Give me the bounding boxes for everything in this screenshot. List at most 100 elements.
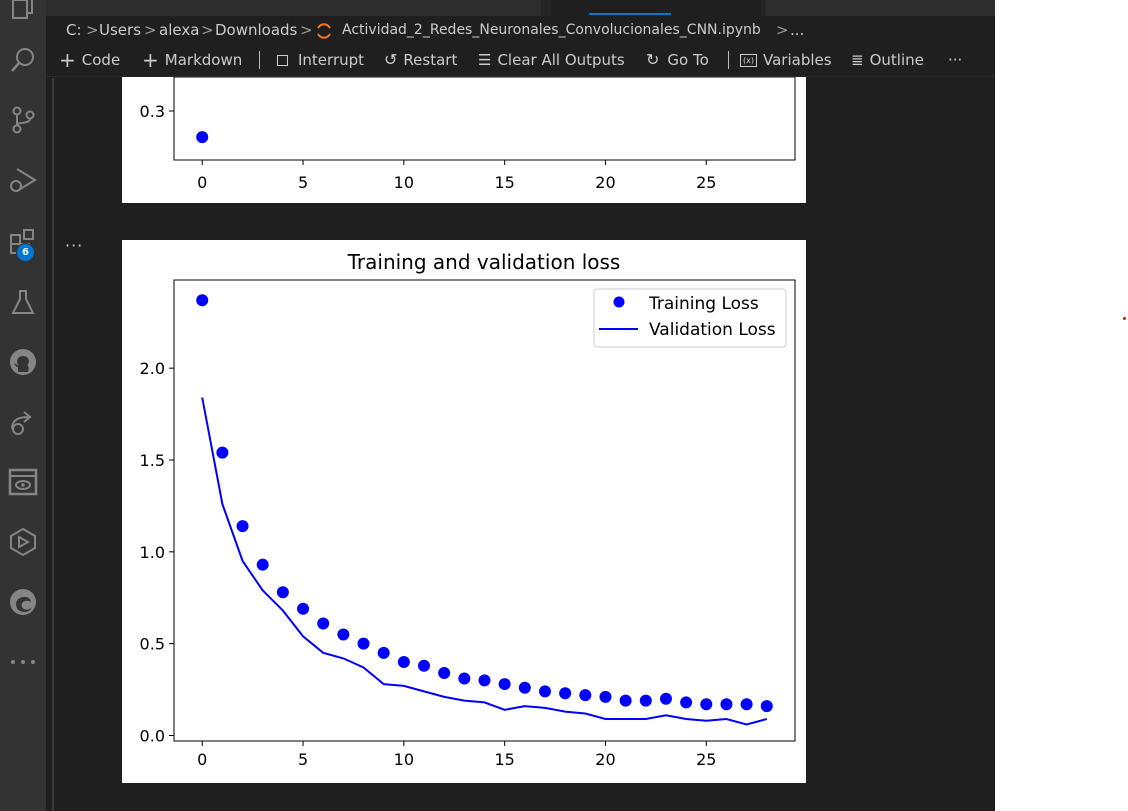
toolbar-separator (259, 51, 260, 69)
legend-box (593, 288, 787, 348)
training-loss-point (700, 698, 713, 711)
search-icon[interactable] (0, 38, 46, 82)
breadcrumb-item-file[interactable]: Actividad_2_Redes_Neuronales_Convolucion… (342, 22, 761, 38)
interrupt-button[interactable]: Interrupt (277, 44, 364, 76)
cell-more-actions-button[interactable]: ··· (65, 236, 84, 255)
training-loss-point (538, 685, 551, 698)
tab-3[interactable] (766, 0, 995, 16)
breadcrumb-item-user[interactable]: alexa (159, 21, 200, 39)
y-tick-label: 0.0 (140, 726, 165, 745)
training-loss-point (418, 659, 431, 672)
variables-label: Variables (763, 51, 832, 69)
breadcrumb-item-downloads[interactable]: Downloads (215, 21, 298, 39)
x-tick-label: 5 (298, 750, 308, 769)
run-debug-icon[interactable] (0, 158, 46, 202)
x-tick-label: 10 (394, 173, 414, 192)
training-loss-point (760, 700, 773, 713)
restart-label: Restart (403, 51, 458, 69)
training-loss-point (639, 694, 652, 707)
clear-outputs-button[interactable]: ☰ Clear All Outputs (478, 44, 625, 76)
data-point (196, 131, 209, 144)
active-tab-indicator (589, 13, 671, 15)
x-tick-label: 0 (197, 750, 207, 769)
training-loss-point (599, 690, 612, 703)
go-to-label: Go To (667, 51, 709, 69)
training-loss-point (680, 696, 693, 709)
github-icon[interactable] (0, 340, 46, 384)
outline-button[interactable]: ≣ Outline (851, 44, 924, 76)
training-loss-point (740, 698, 753, 711)
x-tick-label: 0 (197, 173, 207, 192)
stop-icon (277, 54, 288, 66)
restart-button[interactable]: ↺ Restart (384, 44, 457, 76)
x-tick-label: 15 (494, 173, 514, 192)
toolbar-separator (728, 51, 729, 69)
breadcrumb-separator: > (86, 21, 99, 39)
training-loss-point (397, 656, 410, 669)
more-actions-button[interactable]: ··· (948, 51, 963, 69)
training-loss-point (559, 687, 572, 700)
breadcrumb-item-more[interactable]: ... (790, 21, 805, 39)
chart-title: Training and validation loss (347, 250, 621, 274)
add-markdown-button[interactable]: + Markdown (142, 44, 242, 76)
training-loss-point (720, 698, 733, 711)
breadcrumb-item-drive[interactable]: C: (66, 21, 82, 39)
restart-icon: ↺ (384, 50, 398, 69)
y-tick-label: 0.3 (140, 102, 165, 121)
legend-label-training: Training Loss (648, 294, 759, 314)
breadcrumb-item-users[interactable]: Users (99, 21, 142, 39)
source-control-icon[interactable] (0, 98, 46, 142)
notebook-icon[interactable] (0, 460, 46, 504)
testing-icon[interactable] (0, 280, 46, 324)
tab-active[interactable] (551, 0, 761, 16)
notebook-toolbar: + Code + Markdown Interrupt ↺ Restart ☰ … (46, 44, 995, 77)
training-loss-point (236, 520, 249, 533)
training-loss-point (458, 672, 471, 685)
training-loss-point (317, 617, 330, 630)
x-tick-label: 25 (696, 750, 716, 769)
tab-strip (46, 0, 995, 16)
edge-icon[interactable] (0, 580, 46, 624)
activity-bar: 6 (0, 0, 46, 811)
training-loss-point (518, 681, 531, 694)
breadcrumb-separator: > (144, 21, 157, 39)
variables-icon: (x) (740, 53, 757, 67)
chart-output-partial: 0 5 10 15 20 25 0.3 (122, 76, 806, 203)
explorer-icon[interactable] (0, 0, 46, 30)
tab-1[interactable] (46, 0, 541, 16)
add-code-label: Code (81, 51, 121, 69)
stray-dot (1123, 317, 1126, 320)
training-loss-point (276, 586, 289, 599)
legend: Training Loss Validation Loss (593, 288, 787, 348)
breadcrumb-separator: > (776, 21, 789, 39)
training-loss-point (438, 667, 451, 680)
training-loss-point (196, 294, 209, 307)
y-tick-label: 2.0 (140, 359, 165, 378)
remote-icon[interactable] (0, 400, 46, 444)
plot-frame (173, 76, 796, 161)
background-area (995, 0, 1128, 811)
add-markdown-label: Markdown (164, 51, 243, 69)
training-loss-point (619, 694, 632, 707)
add-code-button[interactable]: + Code (59, 44, 120, 76)
breadcrumb-separator: > (300, 21, 313, 39)
variables-button[interactable]: (x) Variables (740, 44, 832, 76)
plus-icon: + (142, 48, 159, 72)
more-icon[interactable] (0, 640, 46, 684)
validation-loss-line (201, 397, 768, 726)
training-loss-point (478, 674, 491, 687)
x-tick-label: 20 (595, 750, 615, 769)
jupyter-icon (316, 21, 332, 39)
breadcrumb-separator: > (201, 21, 214, 39)
clear-outputs-label: Clear All Outputs (497, 51, 625, 69)
training-loss-point (256, 558, 269, 571)
deploy-icon[interactable] (0, 520, 46, 564)
x-tick-label: 20 (595, 173, 615, 192)
breadcrumb: C: > Users > alexa > Downloads > Activid… (46, 16, 995, 44)
go-to-button[interactable]: ↻ Go To (646, 44, 709, 76)
accuracy-chart-svg: 0 5 10 15 20 25 0.3 (140, 76, 796, 192)
training-loss-point (498, 678, 511, 691)
outline-label: Outline (869, 51, 924, 69)
training-loss-point (659, 692, 672, 705)
clear-all-icon: ☰ (478, 51, 492, 69)
